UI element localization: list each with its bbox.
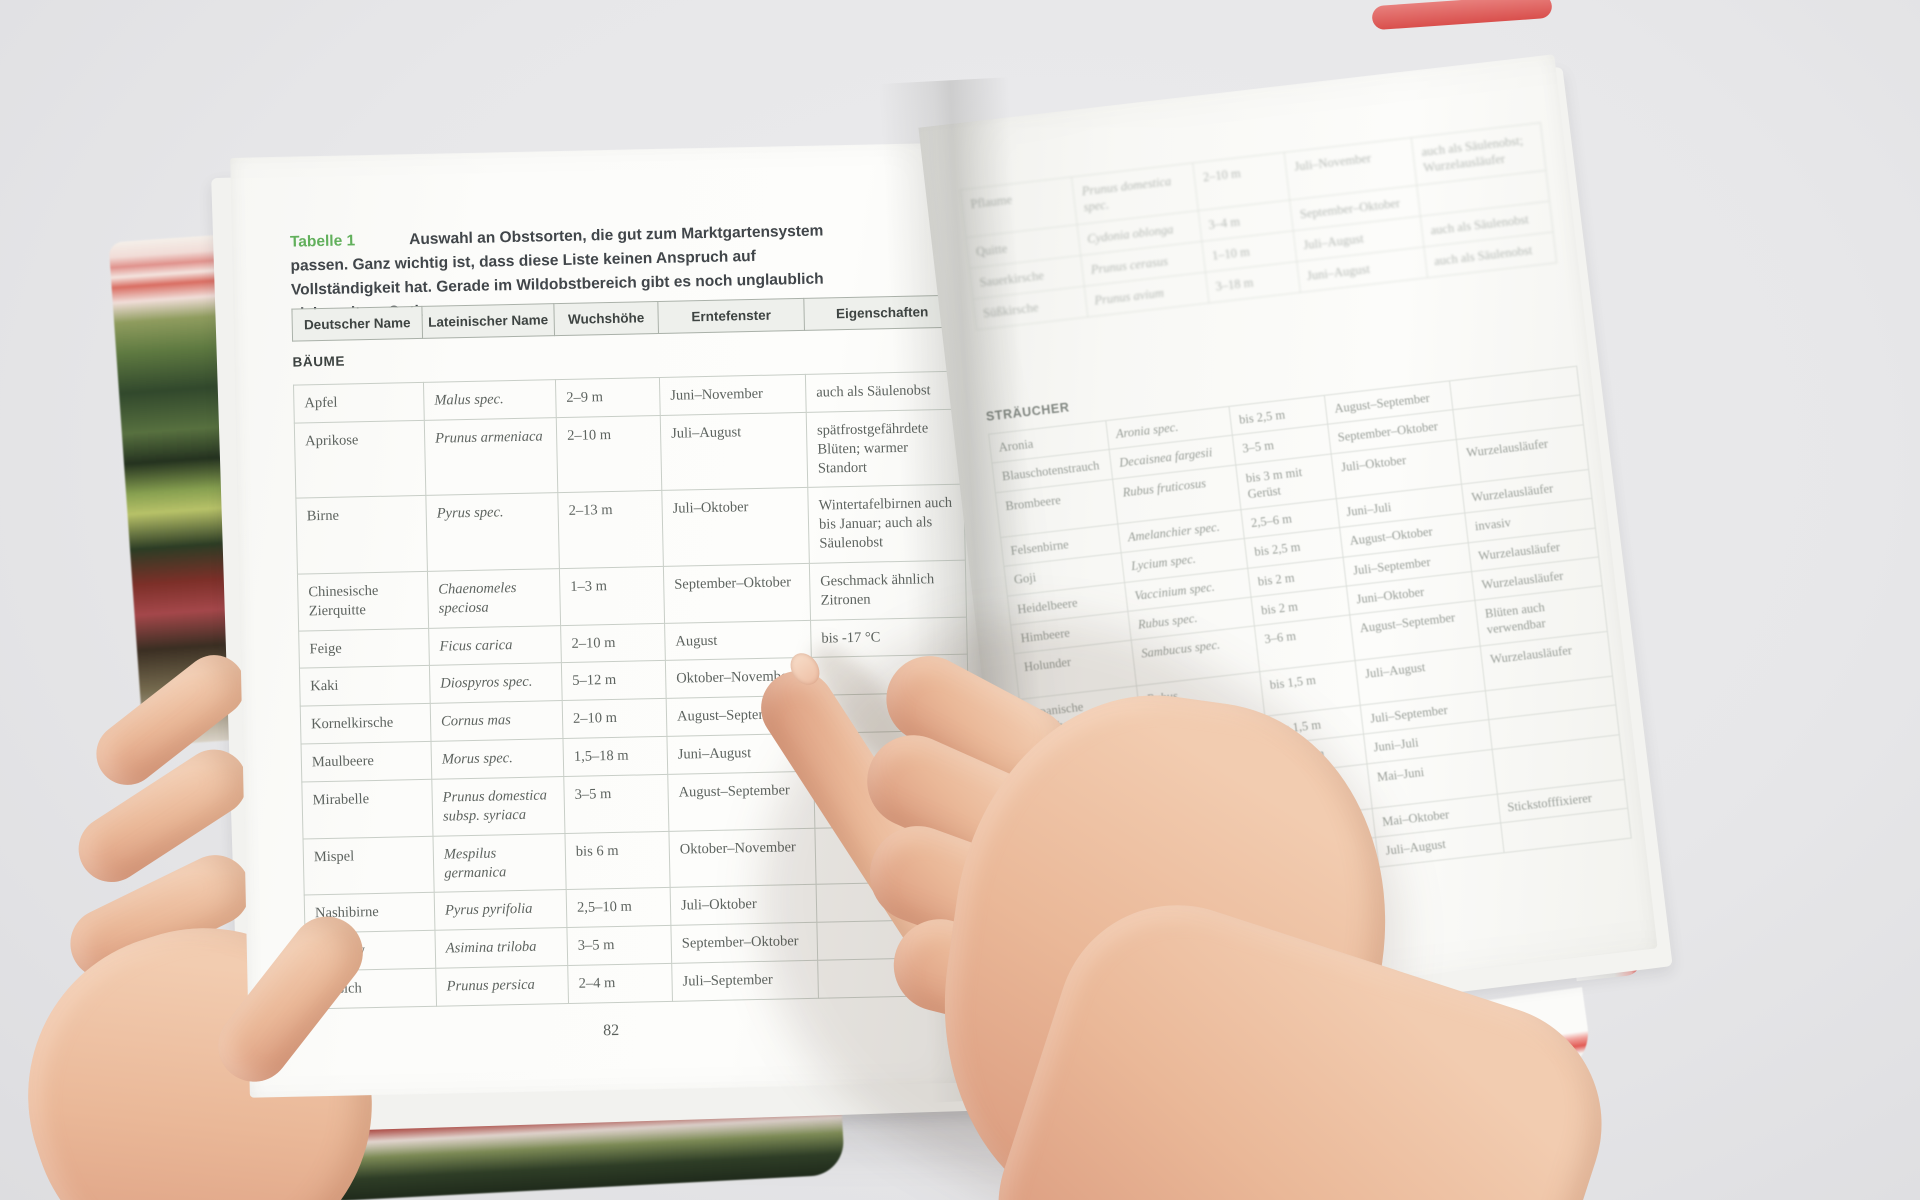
table-cell-height: 2–9 m: [555, 377, 661, 418]
table-cell-lat: Malus spec.: [423, 379, 557, 421]
table-cell-de: Chinesische Zierquitte: [297, 571, 429, 631]
table-cell-height: 3–5 m: [566, 925, 672, 966]
col-header-wuchshoehe: Wuchshöhe: [553, 301, 659, 336]
col-header-deutscher-name: Deutscher Name: [291, 306, 423, 342]
table-cell-harvest: August: [664, 619, 812, 661]
table-cell-de: Apfel: [293, 382, 425, 423]
table-cell-lat: Mespilus germanica: [432, 833, 567, 893]
table-cell-lat: Prunus armeniaca: [424, 417, 558, 496]
table-row: Aprikose Prunus armeniaca 2–10 m Juli–Augus…: [294, 408, 964, 499]
table-cell-height: 5–12 m: [561, 660, 667, 701]
fruit-table-baeume-continuation: Pflaume Prunus domestica spec. 2–10 m Juli–…: [960, 122, 1557, 331]
table-cell-de: Feige: [298, 627, 430, 669]
table-cell-de: Birne: [295, 495, 428, 574]
table-cell-height: bis 6 m: [564, 831, 671, 890]
table-cell-height: 2–10 m: [562, 698, 667, 739]
section-title-straeucher: STRÄUCHER: [985, 400, 1071, 424]
table-cell-height: 1–3 m: [559, 566, 665, 626]
table-cell-lat: Diospyros spec.: [429, 663, 563, 704]
table-cell-de: Mispel: [303, 835, 435, 896]
table-cell-harvest: Juni–November: [659, 374, 807, 416]
table-cell-de: Mirabelle: [301, 779, 433, 839]
table-cell-de: Kornelkirsche: [300, 703, 432, 745]
table-cell-lat: Pyrus pyrifolia: [434, 889, 567, 931]
table-cell-lat: Morus spec.: [431, 738, 564, 780]
table-cell-height: 2–13 m: [557, 490, 664, 569]
table-cell-de: Maulbeere: [301, 741, 432, 783]
table-cell-lat: Prunus persica: [435, 965, 569, 1007]
table-cell-lat: Cornus mas: [430, 700, 563, 742]
col-header-lateinischer-name: Lateinischer Name: [421, 303, 555, 339]
book-cover-top-red-edge: [1371, 0, 1553, 31]
table-cell-props: spätfrostgefährdete Blüten; warmer Stand…: [806, 408, 964, 488]
table-cell-props: Geschmack ähnlich Zitronen: [809, 560, 967, 620]
table-cell-de: Aprikose: [294, 420, 426, 499]
table-cell-lat: Pyrus spec.: [425, 492, 560, 572]
table-cell-lat: Ficus carica: [428, 625, 562, 666]
table-cell-lat: Prunus domestica subsp. syriaca: [431, 776, 565, 836]
table-label: Tabelle 1: [289, 231, 356, 251]
table-cell-height: 2–10 m: [560, 623, 666, 664]
table-cell-harvest: Juli–August: [660, 412, 808, 491]
col-header-erntefenster: Erntefenster: [657, 298, 805, 334]
col-header-eigenschaften: Eigenschaften: [803, 295, 961, 331]
table-cell-height: 2,5–10 m: [566, 887, 671, 928]
table-row: Birne Pyrus spec. 2–13 m Juli–Oktober Winter…: [295, 484, 966, 574]
table-cell-props: Wintertafelbirnen auch bis Januar; auch …: [807, 484, 966, 564]
table-cell-harvest: September–Oktober: [663, 563, 811, 624]
table-cell-height: 2–10 m: [556, 415, 662, 493]
table-cell-lat: Chaenomeles speciosa: [427, 568, 561, 628]
section-title-baeume: BÄUME: [292, 353, 346, 370]
table-cell-de: Kaki: [299, 665, 431, 707]
table-cell-height: 2–4 m: [567, 963, 673, 1004]
table-cell-harvest: Juli–Oktober: [661, 487, 810, 567]
table-cell-height: 3–5 m: [563, 774, 669, 834]
table-cell-props: auch als Säulenobst: [805, 371, 963, 413]
table-cell-height: 1,5–18 m: [562, 736, 668, 777]
table-cell-lat: Asimina triloba: [434, 927, 568, 969]
